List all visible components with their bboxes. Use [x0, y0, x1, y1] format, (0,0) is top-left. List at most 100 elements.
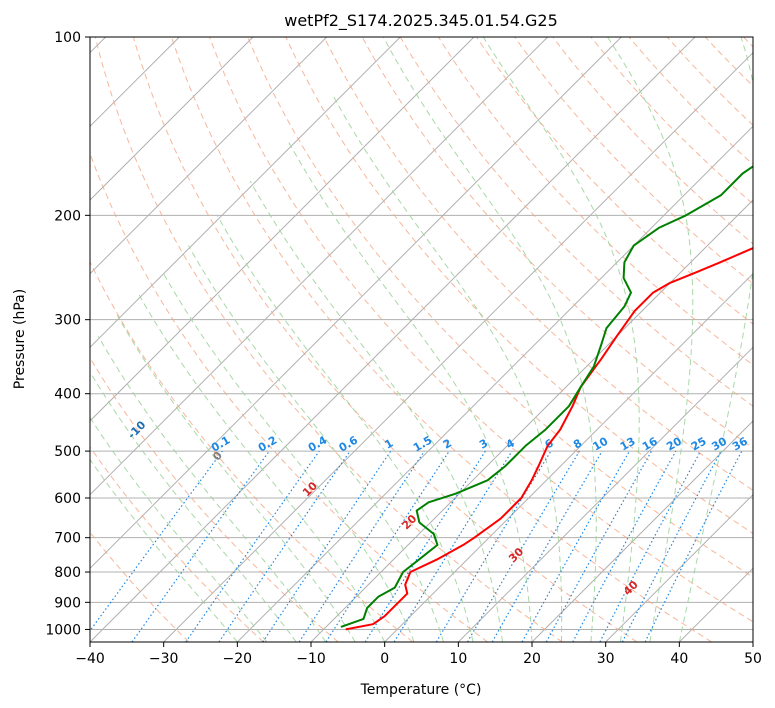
x-tick-label: −20 [223, 651, 253, 667]
mixing-ratio-label: 4 [504, 436, 517, 451]
mixing-ratio-line [298, 450, 425, 642]
dry-adiabat [552, 37, 753, 245]
mixing-ratio-line [90, 450, 223, 632]
moist-adiabat [382, 37, 597, 642]
moist-adiabat [97, 336, 327, 642]
isotherm-line [163, 51, 753, 642]
isotherm-line [90, 37, 254, 201]
isotherm-line [236, 125, 753, 642]
dry-adiabat [590, 37, 753, 205]
dry-adiabat [94, 37, 563, 642]
moist-adiabat [482, 37, 640, 642]
x-axis-label: Temperature (°C) [360, 682, 482, 698]
isotherm-line [384, 272, 753, 642]
dry-adiabat-label: -10 [125, 418, 148, 441]
dry-adiabat [209, 37, 753, 623]
isotherm-line [90, 37, 622, 570]
mixing-ratio-line [466, 450, 580, 642]
dry-adiabat [323, 37, 753, 491]
x-tick-label: 20 [523, 651, 541, 667]
isotherm-line [90, 37, 549, 496]
mixing-ratio-line [364, 450, 486, 642]
moist-adiabat [678, 37, 753, 642]
y-tick-label: 400 [54, 387, 81, 403]
y-tick-label: 1000 [45, 622, 81, 638]
moist-adiabat [90, 416, 268, 642]
moist-adiabat [607, 37, 694, 642]
isotherm-line [90, 37, 328, 275]
dry-adiabat [247, 37, 753, 578]
isotherm-line [310, 199, 753, 642]
mixing-ratio-line [599, 450, 702, 642]
x-axis: −40 −30 −20 −10 0 10 20 30 40 50 [75, 642, 762, 667]
x-tick-label: −10 [296, 651, 326, 667]
mixing-ratio-line [435, 450, 552, 642]
moist-adiabat [116, 315, 356, 642]
dry-adiabat [361, 37, 753, 449]
y-tick-label: 200 [54, 208, 81, 224]
dry-adiabat [90, 356, 339, 642]
dewpoint-trace [340, 165, 753, 628]
moist-adiabat [249, 180, 503, 642]
dry-adiabat [90, 531, 190, 642]
x-tick-label: −40 [75, 651, 105, 667]
x-tick-label: 30 [597, 651, 615, 667]
moist-adiabat [287, 141, 533, 642]
dry-adiabat [666, 37, 753, 126]
dry-adiabat [514, 37, 753, 285]
isotherm-line [457, 346, 753, 642]
dry-adiabat [704, 37, 753, 87]
plot-frame [89, 36, 754, 643]
x-tick-label: 50 [744, 651, 762, 667]
mixing-ratio-line [521, 450, 631, 642]
y-tick-label: 900 [54, 595, 81, 611]
dry-adiabat [628, 37, 753, 166]
mixing-ratio-line [545, 450, 653, 642]
dry-adiabat [90, 152, 488, 642]
dry-adiabat [476, 37, 753, 325]
mixing-ratio-line [393, 450, 513, 642]
dry-adiabat [90, 260, 414, 642]
mixing-ratio-line [262, 450, 392, 642]
mixing-ratio-line [218, 450, 351, 642]
isotherm-line [90, 37, 475, 422]
x-tick-label: 10 [449, 651, 467, 667]
y-axis: 100 200 300 400 500 600 700 800 900 1000 [45, 30, 90, 638]
moist-adiabat [216, 215, 474, 642]
dry-adiabat [90, 446, 264, 642]
mixing-ratio-line [325, 450, 450, 642]
y-tick-label: 500 [54, 444, 81, 460]
dry-adiabat [132, 37, 638, 642]
isotherm-line [678, 567, 753, 642]
moist-adiabat [162, 272, 415, 642]
isotherm-line [605, 493, 753, 642]
moist-adiabat [188, 245, 445, 642]
dry-adiabat [399, 37, 753, 407]
y-tick-label: 300 [54, 313, 81, 329]
moist-adiabat [90, 370, 297, 642]
y-tick-label: 600 [54, 491, 81, 507]
mixing-ratio-line [572, 450, 677, 642]
mixing-ratio-line [185, 450, 320, 642]
moist-adiabat [137, 292, 386, 642]
isotherm-line [90, 37, 696, 642]
y-tick-label: 700 [54, 531, 81, 547]
isotherm-line [90, 37, 401, 349]
moist-adiabat [331, 94, 563, 642]
isotherm-line [531, 420, 753, 642]
x-tick-label: 40 [670, 651, 688, 667]
chart-title: wetPf2_S174.2025.345.01.54.G25 [284, 11, 558, 31]
isotherm-line [752, 641, 753, 642]
y-tick-label: 100 [54, 30, 81, 46]
x-tick-label: −30 [149, 651, 179, 667]
y-tick-label: 800 [54, 565, 81, 581]
plot-area: 0.10.20.40.611.52346810131620253036-100-… [90, 37, 753, 642]
mixing-ratio-label: 2 [441, 437, 454, 452]
x-tick-label: 0 [380, 651, 389, 667]
mixing-ratio-line [491, 450, 603, 642]
dry-adiabat [171, 37, 712, 642]
dry-adiabat [437, 37, 753, 366]
y-axis-label: Pressure (hPa) [12, 289, 28, 389]
dry-adiabat [743, 37, 753, 48]
